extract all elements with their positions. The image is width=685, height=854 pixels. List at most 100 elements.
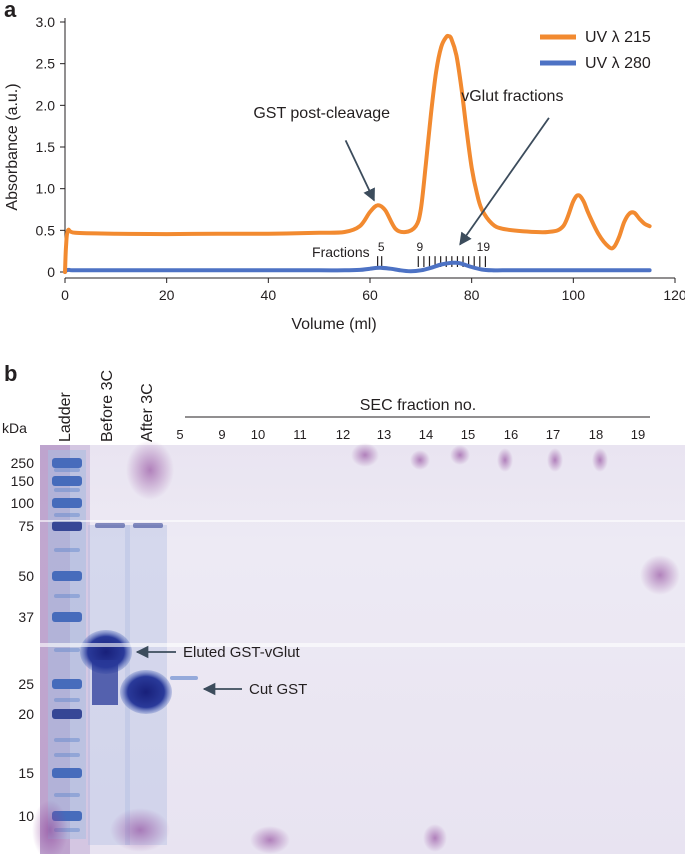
- panel-b-label: b: [4, 361, 18, 386]
- sec-fraction-label: 16: [504, 427, 518, 442]
- gel-stain-blob: [497, 448, 513, 472]
- ladder-faint-band: [54, 513, 80, 517]
- marker-kda-label: 25: [18, 676, 34, 692]
- sec-fraction-label: 10: [251, 427, 265, 442]
- gel-light-streak: [40, 520, 685, 522]
- y-axis-label: Absorbance (a.u.): [4, 83, 21, 210]
- gel-image: [32, 440, 685, 854]
- sds-page-gel: kDa 250 150 100 75 50 37 25 20 15 10 Ladder Before 3…: [2, 370, 685, 854]
- gel-stain-blob: [410, 450, 430, 470]
- series-uv280-line: [63, 260, 652, 274]
- gel-stain-blob: [110, 808, 170, 852]
- marker-kda-label: 100: [11, 495, 35, 511]
- marker-kda-label: 15: [18, 765, 34, 781]
- cut-gst-band: [120, 670, 172, 714]
- legend: UV λ 215 UV λ 280: [540, 29, 651, 72]
- ladder-band: [52, 768, 82, 778]
- y-tick-label: 0.5: [36, 222, 56, 238]
- gel-stain-blob: [547, 448, 563, 472]
- marker-kda-label: 37: [18, 609, 34, 625]
- gel-labels: kDa 250 150 100 75 50 37 25 20 15 10 Ladder Before 3…: [2, 370, 650, 824]
- y-tick-label: 0: [47, 264, 55, 280]
- y-tick-label: 2.0: [36, 97, 56, 113]
- fraction-5-band: [170, 676, 198, 680]
- ladder-faint-band: [54, 488, 80, 492]
- ladder-faint-band: [54, 468, 80, 472]
- ladder-band: [52, 571, 82, 581]
- x-tick-label: 60: [362, 287, 378, 303]
- marker-kda-label: 10: [18, 808, 34, 824]
- y-tick-label: 1.5: [36, 139, 56, 155]
- lane-label: After 3C: [139, 383, 156, 442]
- gel-stain-blob: [351, 443, 379, 467]
- sec-title: SEC fraction no.: [360, 397, 477, 414]
- ladder-band: [52, 709, 82, 719]
- kda-label: kDa: [2, 420, 27, 436]
- y-tick-label: 3.0: [36, 14, 56, 30]
- fraction-number-label: 5: [378, 240, 385, 254]
- sec-fraction-label: 5: [176, 427, 183, 442]
- x-tick-label: 80: [464, 287, 480, 303]
- annotation-label: vGlut fractions: [461, 88, 563, 105]
- gel-stain-blob: [423, 824, 447, 852]
- ladder-faint-band: [54, 753, 80, 757]
- after-3c-upper-band: [133, 523, 163, 528]
- eluted-gst-vglut-label: Eluted GST-vGlut: [183, 644, 301, 661]
- x-tick-label: 100: [562, 287, 586, 303]
- fractions-label: Fractions: [312, 244, 370, 260]
- gel-stain-blob: [640, 555, 680, 595]
- lane-label: Before 3C: [99, 370, 116, 442]
- sec-fraction-label: 14: [419, 427, 433, 442]
- ladder-faint-band: [54, 548, 80, 552]
- x-tick-label: 20: [159, 287, 175, 303]
- gel-stain-blob: [450, 445, 470, 465]
- panel-a-label: a: [4, 0, 17, 22]
- legend-label: UV λ 215: [585, 29, 651, 46]
- sec-fraction-label: 18: [589, 427, 603, 442]
- before-3c-upper-band: [95, 523, 125, 528]
- annotation-arrow: [344, 139, 375, 202]
- x-tick-label: 0: [61, 287, 69, 303]
- marker-kda-label: 50: [18, 568, 34, 584]
- ladder-band: [52, 612, 82, 622]
- marker-kda-label: 150: [11, 473, 35, 489]
- x-axis-label: Volume (ml): [291, 316, 376, 333]
- gel-stain-blob: [126, 440, 174, 500]
- gel-stain-blob: [250, 826, 290, 854]
- sec-fraction-label: 15: [461, 427, 475, 442]
- annotations: GST post-cleavage vGlut fractions: [253, 88, 563, 246]
- marker-kda-label: 75: [18, 518, 34, 534]
- sec-fraction-label: 11: [293, 427, 307, 442]
- cut-gst-label: Cut GST: [249, 681, 307, 698]
- legend-label: UV λ 280: [585, 55, 651, 72]
- marker-kda-label: 20: [18, 706, 34, 722]
- ladder-band: [52, 679, 82, 689]
- sec-fraction-label: 17: [546, 427, 560, 442]
- chromatogram-chart: 0 0.5 1.0 1.5 2.0 2.5 3.0 0 20 40 60 80 100 120 Volume…: [4, 14, 685, 333]
- sec-fraction-label: 19: [631, 427, 645, 442]
- sec-fraction-label: 13: [377, 427, 391, 442]
- fraction-number-label: 19: [477, 240, 491, 254]
- annotation-label: GST post-cleavage: [253, 105, 390, 122]
- x-tick-label: 120: [663, 287, 685, 303]
- ladder-faint-band: [54, 793, 80, 797]
- ladder-faint-band: [54, 648, 80, 652]
- gel-light-streak: [40, 643, 685, 647]
- series-uv215-line: [63, 33, 652, 274]
- sec-fraction-label: 9: [218, 427, 225, 442]
- ladder-band: [52, 521, 82, 531]
- x-tick-label: 40: [261, 287, 277, 303]
- series-lines: [63, 33, 652, 274]
- ladder-band: [52, 498, 82, 508]
- ladder-faint-band: [54, 698, 80, 702]
- ladder-band: [52, 458, 82, 468]
- y-tick-label: 1.0: [36, 181, 56, 197]
- y-tick-label: 2.5: [36, 56, 56, 72]
- lane-label: Ladder: [57, 392, 74, 442]
- sec-fraction-label: 12: [336, 427, 350, 442]
- fraction-number-label: 9: [416, 240, 423, 254]
- ladder-faint-band: [54, 594, 80, 598]
- gel-stain-blob: [32, 800, 68, 854]
- ladder-band: [52, 476, 82, 486]
- marker-kda-label: 250: [11, 455, 35, 471]
